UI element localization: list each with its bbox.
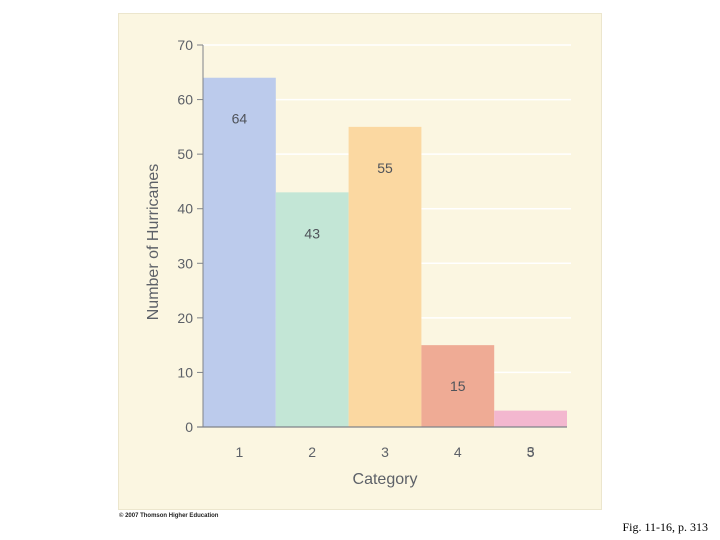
- y-axis-title: Number of Hurricanes: [145, 164, 162, 321]
- bar-value-label: 55: [377, 160, 393, 176]
- bar-value-label: 15: [450, 378, 466, 394]
- bar-value-label: 43: [304, 225, 320, 241]
- bar-category-1: [203, 77, 276, 427]
- y-tick-label: 60: [177, 92, 193, 108]
- figure-panel: 0 10 20 30 40 50 60 70 64 1 43 2 55 3 15 4 3 5 Number of …: [118, 13, 602, 510]
- x-tick-label: 1: [236, 444, 244, 460]
- copyright-notice: © 2007 Thomson Higher Education: [119, 513, 219, 519]
- bar-value-label: 64: [232, 111, 248, 127]
- bar-category-5: [494, 410, 567, 427]
- bar-category-2: [275, 192, 349, 427]
- bar-value-label: 3: [527, 444, 535, 460]
- bar-category-4: [421, 345, 495, 427]
- bar-category-3: [348, 126, 422, 427]
- x-tick-label: 4: [454, 444, 462, 460]
- y-tick-label: 50: [177, 146, 193, 162]
- y-tick-label: 70: [177, 37, 193, 53]
- x-tick-label: 5: [527, 444, 535, 460]
- bars: [203, 77, 567, 427]
- y-tick-label: 30: [177, 255, 193, 271]
- x-axis-title: Category: [353, 471, 418, 488]
- y-tick-label: 20: [177, 310, 193, 326]
- figure-caption: Fig. 11-16, p. 313: [622, 520, 708, 534]
- axes: [197, 44, 567, 428]
- x-tick-label: 3: [381, 444, 389, 460]
- y-tick-label: 10: [177, 364, 193, 380]
- x-tick-label: 2: [308, 444, 316, 460]
- y-tick-label: 40: [177, 201, 193, 217]
- y-tick-label: 0: [185, 419, 193, 435]
